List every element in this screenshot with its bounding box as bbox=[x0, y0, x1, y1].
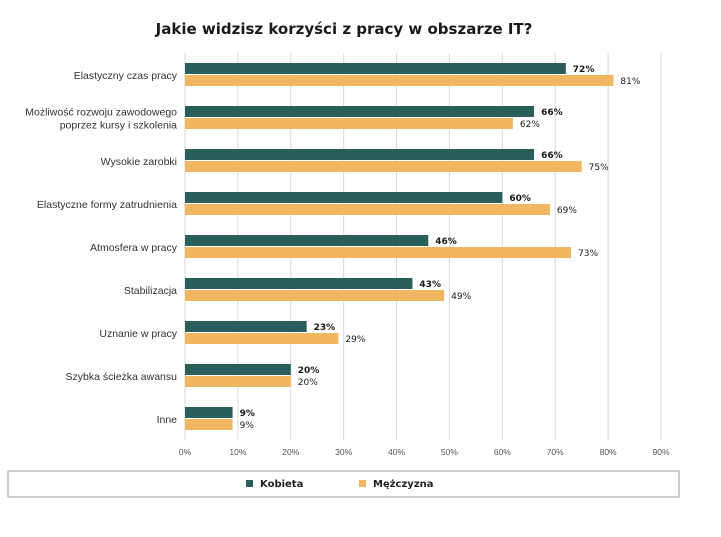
data-label: 69% bbox=[557, 206, 577, 216]
bar-kobieta bbox=[185, 106, 535, 117]
bar-kobieta bbox=[185, 364, 291, 375]
category-label: Uznanie w pracy bbox=[99, 328, 177, 340]
data-label: 62% bbox=[520, 120, 540, 130]
data-label: 81% bbox=[620, 77, 640, 87]
legend-box bbox=[7, 470, 680, 498]
data-label: 66% bbox=[541, 151, 563, 161]
x-tick-label: 70% bbox=[547, 447, 564, 457]
bar-kobieta bbox=[185, 235, 429, 246]
bar-kobieta bbox=[185, 407, 233, 418]
category-label: Szybka ścieżka awansu bbox=[66, 371, 178, 383]
bar-kobieta bbox=[185, 278, 413, 289]
x-axis-ticks: 0% 10% 20% 30% 40% 50% 60% 70% 80% 90% bbox=[179, 447, 670, 457]
legend-swatch bbox=[359, 480, 366, 487]
data-label: 23% bbox=[314, 323, 336, 333]
category-label: Stabilizacja bbox=[124, 285, 177, 297]
data-label: 9% bbox=[240, 421, 255, 431]
data-label: 66% bbox=[541, 108, 563, 118]
x-tick-label: 80% bbox=[600, 447, 617, 457]
value-labels: 72%81%66%62%66%75%60%69%46%73%43%49%23%2… bbox=[240, 65, 641, 431]
bar-kobieta bbox=[185, 63, 566, 74]
category-label: Elastyczne formy zatrudnienia bbox=[37, 199, 177, 211]
legend-label: Mężczyzna bbox=[373, 479, 434, 490]
data-label: 49% bbox=[451, 292, 471, 302]
x-tick-label: 0% bbox=[179, 447, 192, 457]
bars bbox=[185, 63, 614, 430]
data-label: 43% bbox=[419, 280, 441, 290]
data-label: 73% bbox=[578, 249, 598, 259]
bar-kobieta bbox=[185, 192, 503, 203]
bar-mezczyzna bbox=[185, 419, 233, 430]
bar-mezczyzna bbox=[185, 118, 513, 129]
bar-kobieta bbox=[185, 149, 535, 160]
category-label: Inne bbox=[157, 414, 178, 426]
category-label: Atmosfera w pracy bbox=[90, 242, 178, 254]
x-tick-label: 60% bbox=[494, 447, 511, 457]
gridlines bbox=[184, 53, 662, 440]
legend-label: Kobieta bbox=[260, 479, 303, 490]
data-label: 60% bbox=[509, 194, 531, 204]
chart-title: Jakie widzisz korzyści z pracy w obszarz… bbox=[155, 20, 533, 38]
legend-swatch bbox=[246, 480, 253, 487]
data-label: 46% bbox=[435, 237, 457, 247]
category-labels: Elastyczny czas pracy Możliwość rozwoju z… bbox=[25, 70, 177, 426]
category-label: Możliwość rozwoju zawodowego bbox=[25, 107, 177, 119]
bar-mezczyzna bbox=[185, 75, 614, 86]
data-label: 20% bbox=[298, 378, 318, 388]
category-label: Wysokie zarobki bbox=[101, 156, 177, 168]
x-tick-label: 50% bbox=[441, 447, 458, 457]
data-label: 20% bbox=[298, 366, 320, 376]
x-tick-label: 40% bbox=[388, 447, 405, 457]
bar-mezczyzna bbox=[185, 333, 339, 344]
data-label: 9% bbox=[240, 409, 255, 419]
bar-mezczyzna bbox=[185, 161, 582, 172]
x-tick-label: 30% bbox=[335, 447, 352, 457]
data-label: 75% bbox=[589, 163, 609, 173]
data-label: 29% bbox=[345, 335, 365, 345]
x-tick-label: 20% bbox=[282, 447, 299, 457]
bar-mezczyzna bbox=[185, 247, 572, 258]
category-label: poprzez kursy i szkolenia bbox=[60, 120, 177, 132]
data-label: 72% bbox=[573, 65, 595, 75]
bar-mezczyzna bbox=[185, 376, 291, 387]
bar-mezczyzna bbox=[185, 204, 550, 215]
bar-kobieta bbox=[185, 321, 307, 332]
x-tick-label: 90% bbox=[652, 447, 669, 457]
bar-mezczyzna bbox=[185, 290, 445, 301]
legend: Kobieta Mężczyzna bbox=[246, 479, 434, 490]
x-tick-label: 10% bbox=[229, 447, 246, 457]
category-label: Elastyczny czas pracy bbox=[74, 70, 178, 82]
